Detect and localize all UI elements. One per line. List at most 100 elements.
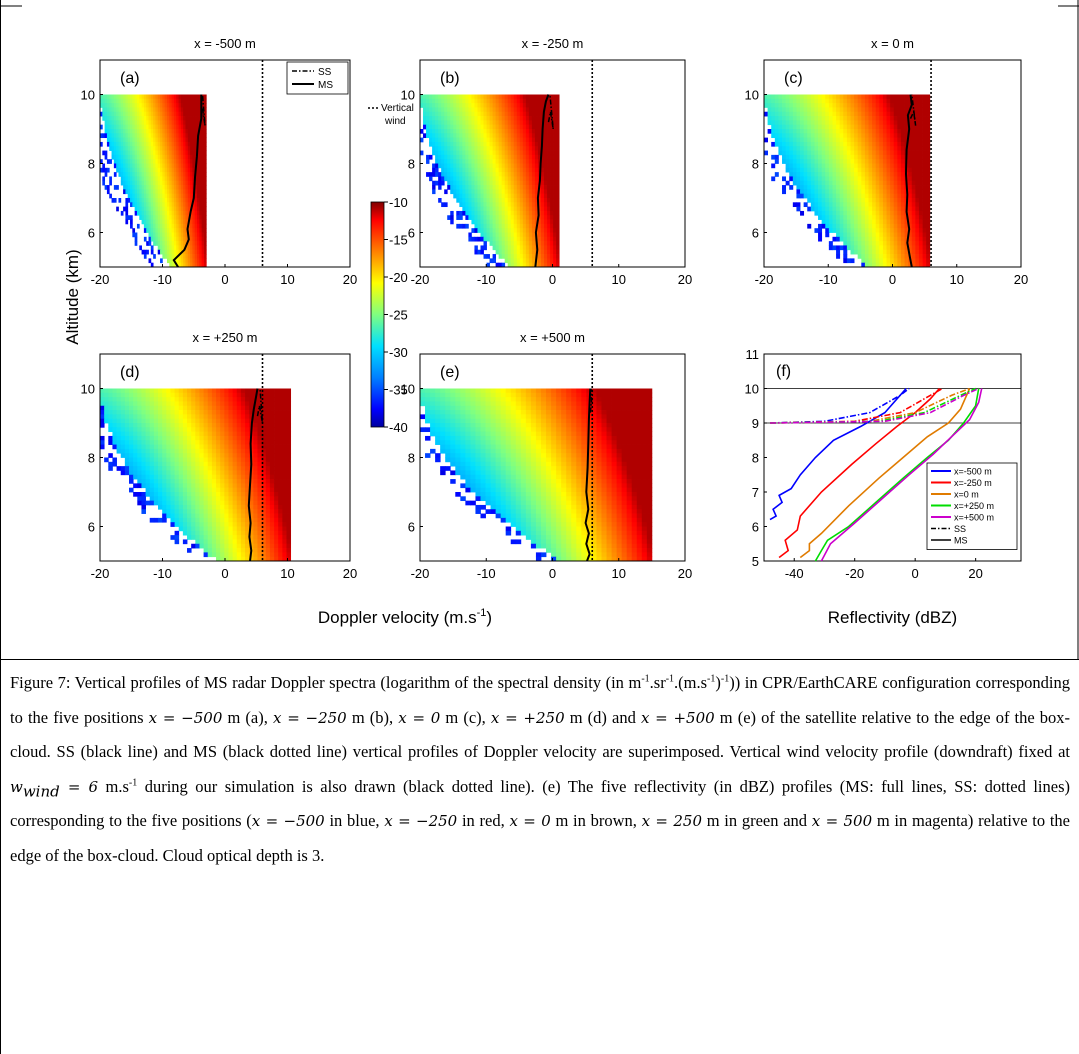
spectrum-cell xyxy=(861,111,866,117)
spectrum-cell xyxy=(471,198,475,203)
spectrum-cell xyxy=(825,98,830,104)
spectrum-cell xyxy=(180,228,184,233)
spectrum-cell xyxy=(194,150,198,156)
spectrum-cell xyxy=(150,154,154,160)
spectrum-cell xyxy=(854,202,859,208)
spectrum-cell xyxy=(915,172,920,177)
spectrum-cell xyxy=(810,167,815,173)
spectrum-cell xyxy=(782,103,787,108)
spectrum-cell xyxy=(792,202,797,208)
spectrum-cell xyxy=(537,150,542,156)
spectrum-cell xyxy=(171,154,175,160)
spectrum-cell xyxy=(519,180,524,186)
spectrum-cell xyxy=(474,133,478,139)
spectrum-cell xyxy=(187,141,191,147)
spectrum-cell xyxy=(915,103,920,108)
spectrum-cell xyxy=(926,133,931,139)
spectrum-cell xyxy=(908,189,913,195)
spectrum-cell xyxy=(456,129,460,134)
spectrum-cell xyxy=(510,236,515,242)
spectrum-cell xyxy=(498,94,503,100)
spectrum-cell xyxy=(861,159,866,164)
spectrum-cell xyxy=(166,236,170,242)
spectrum-cell xyxy=(850,103,855,108)
spectrum-cell xyxy=(192,172,196,177)
spectrum-cell xyxy=(828,124,833,130)
spectrum-cell xyxy=(836,107,841,113)
spectrum-cell xyxy=(893,163,898,169)
spectrum-cell xyxy=(825,206,830,212)
spectrum-cell xyxy=(854,94,859,100)
spectrum-cell xyxy=(519,206,524,212)
spectrum-cell xyxy=(872,202,877,208)
spectrum-cell xyxy=(169,198,172,203)
spectrum-cell xyxy=(160,98,163,104)
spectrum-cell xyxy=(882,249,887,255)
spectrum-cell xyxy=(112,401,117,407)
spectrum-cell xyxy=(893,133,898,139)
spectrum-cell xyxy=(846,245,851,251)
spectrum-cell xyxy=(857,232,862,238)
spectrum-cell xyxy=(148,150,152,156)
spectrum-cell xyxy=(141,150,145,156)
spectrum-cell xyxy=(150,249,154,255)
spectrum-cell xyxy=(550,258,554,264)
spectrum-cell xyxy=(516,254,521,259)
spectrum-cell xyxy=(116,159,119,164)
spectrum-cell xyxy=(926,137,931,143)
spectrum-cell xyxy=(846,215,851,220)
spectrum-cell xyxy=(157,206,161,212)
spectrum-cell xyxy=(825,159,830,164)
spectrum-cell xyxy=(908,185,913,190)
spectrum-cell xyxy=(459,103,463,108)
spectrum-cell xyxy=(130,202,133,208)
spectrum-cell xyxy=(846,124,851,130)
spectrum-cell xyxy=(501,228,506,233)
spectrum-cell xyxy=(501,210,506,216)
spectrum-cell xyxy=(468,180,472,186)
spectrum-cell xyxy=(157,172,161,177)
spectrum-cell xyxy=(854,154,859,160)
spectrum-cell xyxy=(100,397,105,402)
spectrum-cell xyxy=(550,210,554,216)
spectrum-cell xyxy=(169,124,172,130)
spectrum-cell xyxy=(868,116,873,121)
spectrum-cell xyxy=(836,206,841,212)
spectrum-cell xyxy=(879,215,884,220)
spectrum-cell xyxy=(492,150,497,156)
spectrum-cell xyxy=(550,107,554,113)
spectrum-cell xyxy=(544,163,548,169)
spectrum-cell xyxy=(531,141,536,147)
spectrum-cell xyxy=(528,249,533,255)
spectrum-cell xyxy=(486,116,490,121)
spectrum-cell xyxy=(507,206,512,212)
spectrum-cell xyxy=(893,172,898,177)
spectrum-cell xyxy=(556,180,560,186)
spectrum-cell xyxy=(169,159,172,164)
spectrum-cell xyxy=(127,185,131,190)
spectrum-cell xyxy=(537,245,542,251)
spectrum-cell xyxy=(203,236,207,242)
spectrum-cell xyxy=(192,163,196,169)
spectrum-cell xyxy=(507,180,512,186)
spectrum-cell xyxy=(173,176,177,182)
spectrum-cell xyxy=(507,219,512,225)
spectrum-cell xyxy=(118,172,122,177)
spectrum-cell xyxy=(164,202,168,208)
spectrum-cell xyxy=(102,163,106,169)
spectrum-cell xyxy=(199,228,203,233)
spectrum-cell xyxy=(483,206,487,212)
spectrum-cell xyxy=(547,129,551,134)
spectrum-cell xyxy=(522,219,527,225)
spectrum-cell xyxy=(886,193,891,199)
spectrum-cell xyxy=(800,189,805,195)
spectrum-cell xyxy=(474,124,478,130)
spectrum-cell xyxy=(435,146,439,151)
spectrum-cell xyxy=(253,388,258,394)
spectrum-cell xyxy=(807,124,812,130)
spectrum-cell xyxy=(918,180,923,186)
spectrum-cell xyxy=(510,232,515,238)
spectrum-cell xyxy=(544,202,548,208)
spectrum-cell xyxy=(501,206,506,212)
spectrum-cell xyxy=(240,397,246,402)
